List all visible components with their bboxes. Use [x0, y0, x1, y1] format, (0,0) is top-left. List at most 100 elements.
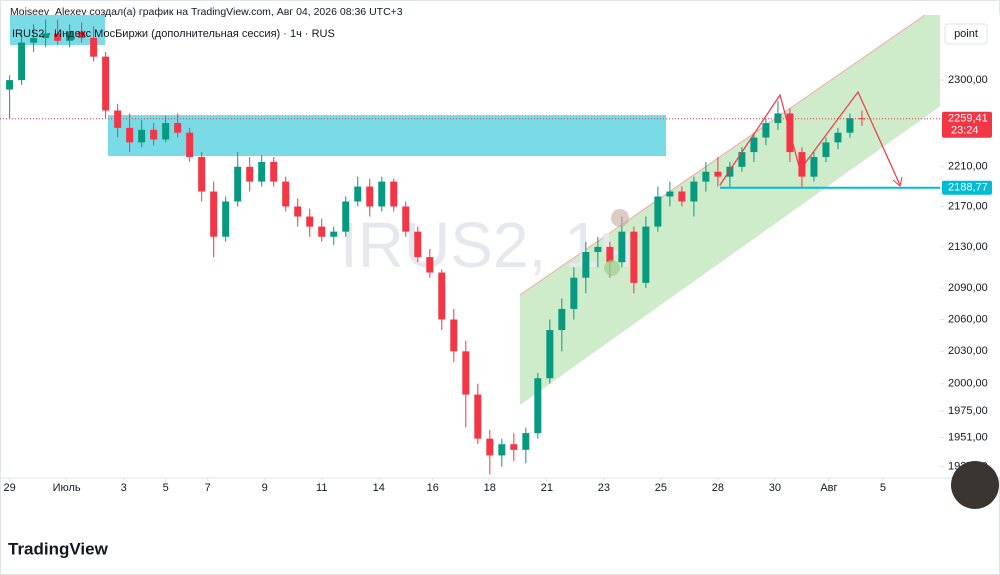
candle-body: [246, 166, 254, 182]
scale-button-label[interactable]: point: [954, 28, 978, 40]
scale-button[interactable]: [944, 23, 988, 45]
candle-body: [678, 191, 686, 202]
candle-body: [150, 129, 158, 140]
candle-body: [630, 231, 638, 283]
symbol-info: IRUS2 · Индекс МосБиржи (дополнительная …: [12, 28, 335, 40]
candle-body: [534, 378, 542, 434]
candle-body: [822, 142, 830, 158]
candle-body: [450, 319, 458, 352]
candle-body: [234, 166, 242, 202]
channel-line: [519, 14, 926, 296]
marker-circle: [604, 260, 620, 276]
candle-body: [462, 351, 470, 395]
x-tick-label: 16: [427, 482, 439, 494]
candle-body: [294, 206, 302, 217]
x-tick-label: 14: [373, 482, 385, 494]
candle-body: [138, 129, 146, 143]
y-tick-label: 2300,00: [948, 74, 988, 86]
candle-body: [366, 186, 374, 207]
candle-body: [162, 123, 170, 140]
candle-body: [30, 38, 38, 43]
y-tick-label: 2000,00: [948, 378, 988, 390]
candle-body: [750, 137, 758, 153]
candle-body: [522, 433, 530, 450]
candle-body: [738, 152, 746, 167]
x-tick-label: 29: [3, 482, 15, 494]
candle-body: [354, 186, 362, 202]
candle-body: [42, 33, 50, 39]
price-axis: [940, 15, 1000, 478]
trend-channel: [520, 15, 942, 405]
candle-body: [798, 152, 806, 177]
x-tick-label: 5: [880, 482, 886, 494]
price-tag: [942, 111, 992, 138]
price-tag-label: 2259,41: [948, 113, 988, 125]
candle-body: [342, 201, 350, 232]
candle-body: [126, 127, 134, 143]
x-tick-label: 28: [712, 482, 724, 494]
candle-body: [378, 181, 386, 207]
arrow-head: [892, 176, 903, 187]
x-tick-label: 30: [769, 482, 781, 494]
x-tick-label: 5: [163, 482, 169, 494]
y-tick-label: 2170,00: [948, 200, 988, 212]
drawings: [604, 90, 940, 276]
x-tick-label: 9: [262, 482, 268, 494]
candle-body: [78, 31, 86, 39]
candle-body: [282, 181, 290, 207]
candle-body: [570, 277, 578, 309]
candle-body: [18, 42, 26, 81]
candle-body: [318, 226, 326, 237]
candle-body: [774, 113, 782, 124]
candle-body: [486, 438, 494, 456]
candle-body: [102, 56, 110, 111]
candle-body: [762, 123, 770, 138]
candle-body: [654, 196, 662, 227]
y-tick-label: 1951,00: [948, 431, 988, 443]
x-tick-label: 25: [655, 482, 667, 494]
candle-body: [642, 226, 650, 283]
x-tick-label: Авг: [820, 482, 837, 494]
y-tick-label: 2130,00: [948, 241, 988, 253]
candle-body: [402, 206, 410, 232]
candle-body: [666, 191, 674, 197]
y-tick-label: 2030,00: [948, 345, 988, 357]
x-tick-label: 7: [205, 482, 211, 494]
x-tick-label: 18: [484, 482, 496, 494]
candle-body: [810, 157, 818, 177]
candle-body: [6, 80, 14, 90]
candle-body: [330, 231, 338, 237]
candle-body: [714, 171, 722, 177]
candle-body: [174, 123, 182, 133]
footer-logo: TradingView: [8, 539, 109, 558]
candle-body: [222, 201, 230, 237]
price-tag-time: 23:24: [951, 125, 979, 137]
y-tick-label: 1975,00: [948, 405, 988, 417]
candle-body: [546, 330, 554, 379]
candle-body: [438, 272, 446, 320]
candle-body: [90, 38, 98, 57]
x-tick-label: 3: [121, 482, 127, 494]
x-tick-label: 21: [541, 482, 553, 494]
x-tick-label: 11: [316, 482, 327, 494]
author-avatar[interactable]: [951, 461, 999, 509]
zone-box: [108, 115, 666, 156]
candle-body: [498, 444, 506, 456]
candle-body: [270, 161, 278, 182]
candle-body: [846, 118, 854, 133]
candle-body: [198, 157, 206, 192]
candle-body: [186, 132, 194, 158]
candle-body: [726, 166, 734, 177]
attribution: Moiseev_Alexey создал(а) график на Tradi…: [10, 6, 403, 18]
candle-body: [66, 31, 74, 41]
marker-circle: [611, 209, 629, 227]
candle-body: [258, 161, 266, 182]
candle-body: [582, 251, 590, 278]
x-tick-label: 23: [598, 482, 610, 494]
y-tick-label: 2060,00: [948, 313, 988, 325]
candle-body: [834, 132, 842, 143]
candle-body: [54, 33, 62, 41]
candle-body: [426, 257, 434, 273]
